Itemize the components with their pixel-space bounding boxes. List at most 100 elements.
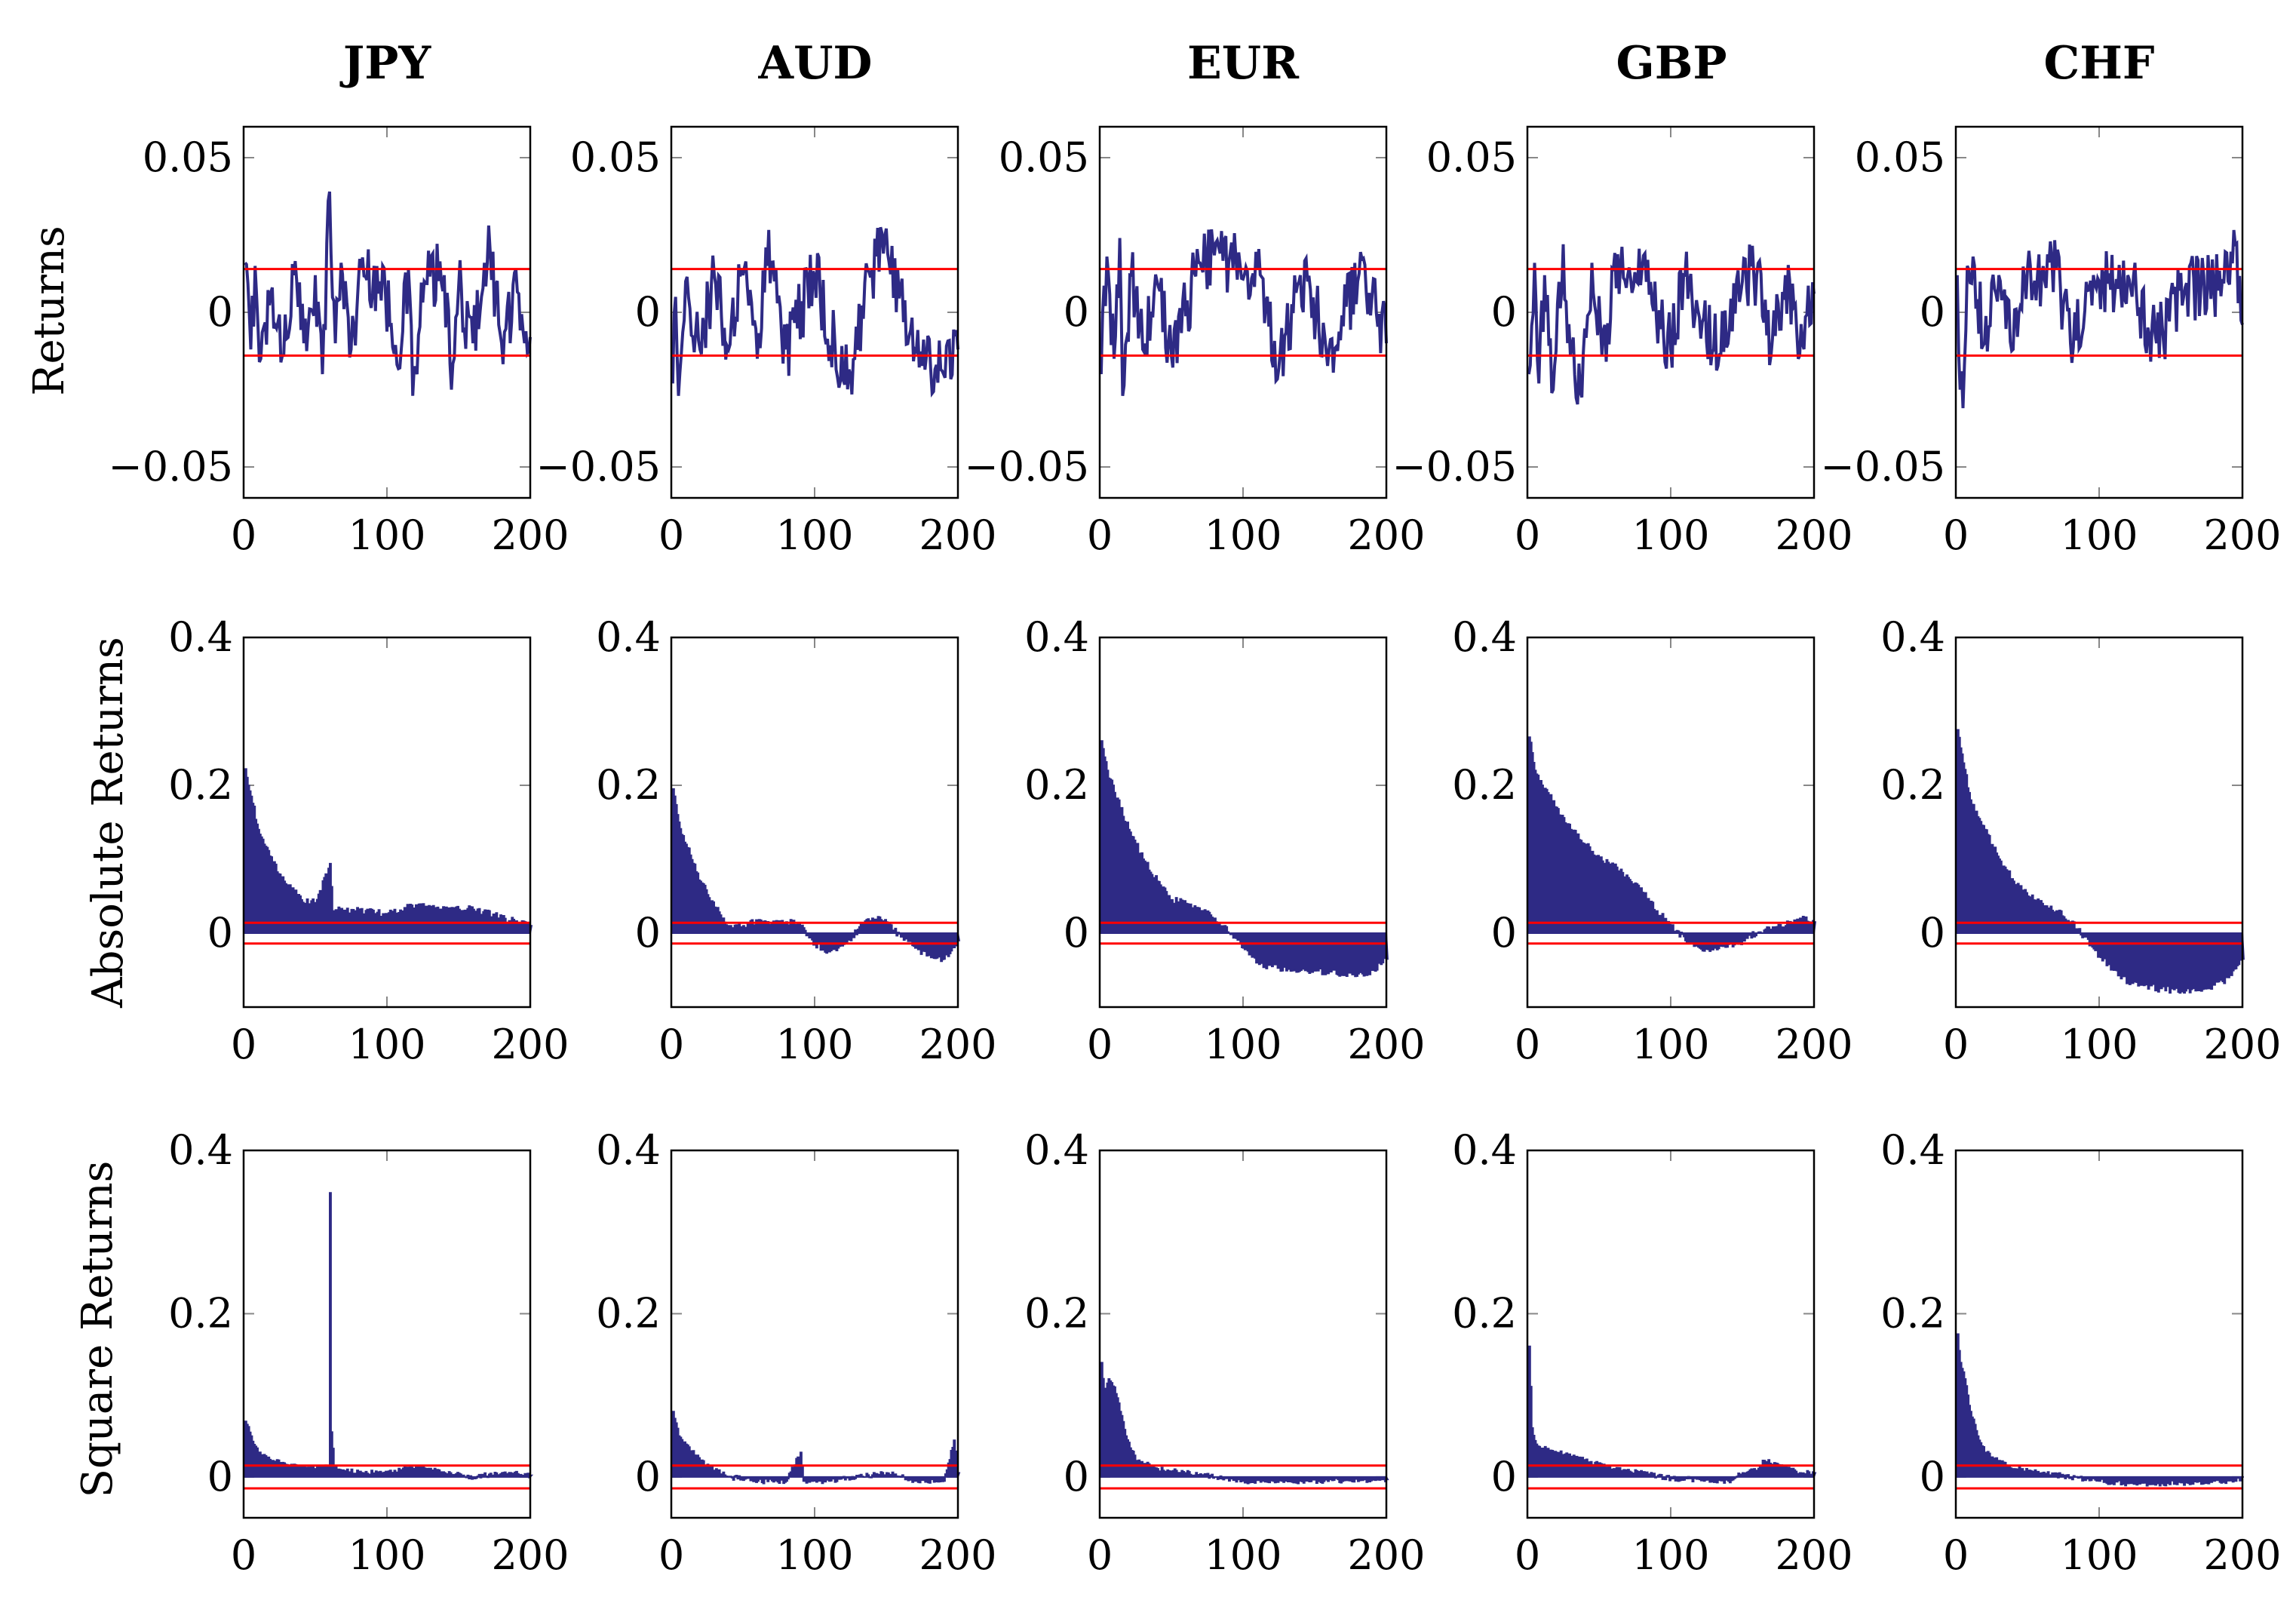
series-line-jpy-returns [244,191,532,396]
y-tick-label: 0 [1491,288,1517,336]
panel-jpy-returns: 0 100 200 −0.05 0 0.05 [109,125,569,559]
row-labels: Returns Absolute Returns Square Returns [25,226,133,1497]
axes-frame [1954,1149,2244,1519]
y-tick-label: 0.05 [999,134,1089,181]
y-tick-label: −0.05 [1392,443,1517,490]
y-tick-label: 0.2 [1452,1289,1517,1337]
y-tick-label: −0.05 [109,443,233,490]
y-tick-label: 0 [1920,288,1945,336]
x-tick-label: 200 [1775,511,1852,559]
panel-chf-returns: 0 100 200 −0.05 0 0.05 [1821,125,2282,559]
axes-frame [1954,125,2244,499]
axes-frame [242,636,532,1009]
panel-aud-absolute-returns: 0 100 200 0 0.2 0.4 [596,613,996,1068]
row-label-returns: Returns [25,226,74,395]
x-tick-label: 100 [2060,1531,2138,1579]
x-tick-label: 0 [1943,1021,1969,1068]
x-tick-label: 200 [2203,1021,2281,1068]
series-line-gbp-returns [1527,244,1816,405]
y-tick-label: 0.2 [1452,761,1517,809]
x-tick-label: 100 [1204,1021,1282,1068]
axes-frame [1098,125,1388,499]
series-area-jpy-absolute-returns [244,768,533,934]
series-line-eur-returns [1099,229,1388,396]
x-tick-label: 0 [658,1021,684,1068]
x-tick-label: 100 [348,1021,425,1068]
x-tick-label: 0 [231,511,256,559]
y-tick-label: −0.05 [1821,443,1945,490]
x-tick-label: 200 [1347,1531,1425,1579]
col-title-eur: EUR [1187,37,1300,90]
y-tick-label: −0.05 [965,443,1089,490]
y-tick-label: 0 [207,909,233,957]
x-tick-label: 100 [1631,1021,1709,1068]
x-tick-label: 100 [775,1531,853,1579]
y-tick-label: 0.4 [1452,613,1517,661]
y-tick-label: 0.4 [1452,1126,1517,1174]
y-tick-label: 0 [1920,909,1945,957]
panel-gbp-returns: 0 100 200 −0.05 0 0.05 [1392,125,1853,559]
y-tick-label: 0.4 [168,1126,233,1174]
col-title-gbp: GBP [1616,37,1727,90]
panel-eur-square-returns: 0 100 200 0 0.2 0.4 [1024,1126,1425,1579]
x-tick-label: 200 [919,511,996,559]
x-tick-label: 0 [658,1531,684,1579]
y-tick-label: 0 [1064,1453,1089,1500]
panels: 0 100 200 −0.05 0 0.05 0 100 200 −0.05 0 0.05 0 100 20… [109,125,2282,1579]
y-tick-label: 0 [207,288,233,336]
y-tick-label: 0.2 [1880,761,1945,809]
x-tick-label: 100 [1631,511,1709,559]
x-tick-label: 0 [1515,511,1540,559]
x-tick-label: 200 [2203,1531,2281,1579]
series-line-chf-returns [1955,229,2244,409]
y-tick-label: 0 [635,1453,661,1500]
panel-chf-absolute-returns: 0 100 200 0 0.2 0.4 [1880,613,2281,1068]
x-tick-label: 200 [1775,1021,1852,1068]
y-tick-label: 0.4 [168,613,233,661]
panel-gbp-square-returns: 0 100 200 0 0.2 0.4 [1452,1126,1852,1579]
axes-frame [1954,636,2244,1009]
x-tick-label: 200 [919,1531,996,1579]
x-tick-label: 0 [1943,1531,1969,1579]
y-tick-label: 0.2 [596,761,661,809]
y-tick-label: 0 [635,909,661,957]
x-tick-label: 200 [491,1531,569,1579]
panel-aud-returns: 0 100 200 −0.05 0 0.05 [536,125,997,559]
x-tick-label: 100 [348,1531,425,1579]
y-tick-label: 0 [207,1453,233,1500]
series-area-aud-absolute-returns [671,788,961,963]
x-tick-label: 0 [1943,511,1969,559]
y-tick-label: 0.2 [1024,1289,1089,1337]
column-titles: JPY AUD EUR GBP CHF [339,37,2155,90]
y-tick-label: 0.05 [570,134,661,181]
panel-gbp-absolute-returns: 0 100 200 0 0.2 0.4 [1452,613,1852,1068]
x-tick-label: 200 [491,1021,569,1068]
x-tick-label: 200 [1347,1021,1425,1068]
x-tick-label: 100 [2060,511,2138,559]
panel-eur-absolute-returns: 0 100 200 0 0.2 0.4 [1024,613,1425,1068]
panel-eur-returns: 0 100 200 −0.05 0 0.05 [965,125,1426,559]
y-tick-label: 0.2 [168,1289,233,1337]
x-tick-label: 100 [2060,1021,2138,1068]
series-area-jpy-square-returns [244,1192,534,1480]
x-tick-label: 0 [231,1021,256,1068]
axes-frame [1098,636,1388,1009]
row-label-absolute-returns: Absolute Returns [84,637,133,1009]
y-tick-label: −0.05 [536,443,661,490]
y-tick-label: 0 [1491,1453,1517,1500]
x-tick-label: 0 [1087,1531,1113,1579]
y-tick-label: 0.4 [596,1126,661,1174]
axes-frame [670,636,959,1009]
y-tick-label: 0.2 [1880,1289,1945,1337]
y-tick-label: 0.4 [1024,1126,1089,1174]
x-tick-label: 200 [1347,511,1425,559]
panel-aud-square-returns: 0 100 200 0 0.2 0.4 [596,1126,996,1579]
y-tick-label: 0.4 [596,613,661,661]
x-tick-label: 200 [919,1021,996,1068]
x-tick-label: 0 [658,511,684,559]
series-area-gbp-square-returns [1527,1345,1817,1484]
y-tick-label: 0.05 [1426,134,1517,181]
y-tick-label: 0.2 [1024,761,1089,809]
y-tick-label: 0.4 [1024,613,1089,661]
y-tick-label: 0.4 [1880,613,1945,661]
